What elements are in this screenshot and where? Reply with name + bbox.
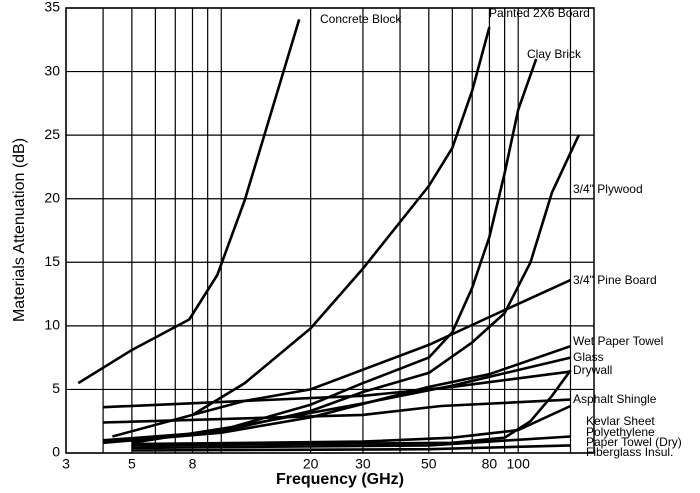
y-axis-title: Materials Attenuation (dB) [11, 138, 28, 322]
curve [103, 134, 580, 442]
x-axis-title: Frequency (GHz) [276, 471, 404, 488]
y-tick-label: 15 [44, 253, 60, 269]
curve [112, 26, 491, 438]
curve [131, 404, 572, 446]
legend-label: Asphalt Shingle [573, 392, 657, 406]
legend-label: Concrete Block [320, 12, 402, 26]
legend-label: Paper Towel (Dry) [586, 435, 682, 449]
y-tick-label: 10 [44, 317, 60, 333]
legend-label: 3/4" Plywood [573, 182, 643, 196]
legend-label: Drywall [573, 363, 612, 377]
x-tick-label: 30 [355, 456, 371, 472]
legend-label: Painted 2X6 Board [489, 6, 590, 20]
curve [131, 444, 571, 452]
x-tick-label: 100 [507, 456, 531, 472]
curve [131, 58, 538, 443]
x-tick-label: 80 [482, 456, 498, 472]
x-tick-label: 5 [128, 456, 136, 472]
legend-label: Fiberglass Insul. [586, 445, 673, 459]
x-tick-label: 20 [303, 456, 319, 472]
plot-frame [65, 7, 595, 454]
curve [103, 398, 571, 424]
y-tick-label: 30 [44, 62, 60, 78]
x-tick-label: 3 [62, 456, 70, 472]
curve [131, 435, 571, 450]
curve [77, 19, 301, 385]
y-tick-label: 5 [52, 380, 60, 396]
legend-label: Wet Paper Towel [573, 334, 663, 348]
curve [131, 369, 572, 447]
y-tick-label: 25 [44, 126, 60, 142]
legend-label: Clay Brick [527, 47, 582, 61]
legend-label: Kevlar Sheet [586, 414, 655, 428]
y-tick-label: 35 [44, 0, 60, 15]
curve [131, 356, 571, 445]
y-tick-label: 0 [52, 444, 60, 460]
legend-label: Glass [573, 350, 604, 364]
curve [192, 278, 572, 417]
x-tick-label: 50 [421, 456, 437, 472]
y-tick-label: 20 [44, 189, 60, 205]
x-tick-label: 8 [189, 456, 197, 472]
legend-label: Polyethylene [586, 425, 655, 439]
curve [103, 370, 571, 409]
legend-label: 3/4" Pine Board [573, 273, 657, 287]
